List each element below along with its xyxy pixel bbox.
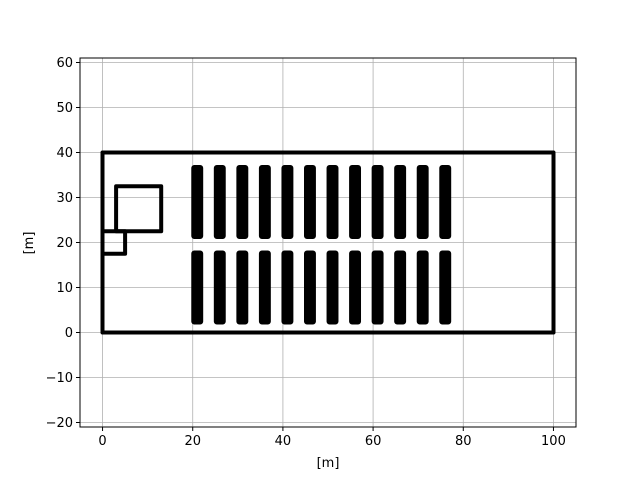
y-tick-label: 40 [56,146,73,161]
y-tick-label: 0 [65,326,73,341]
y-tick-label: −10 [46,371,73,386]
obstacle-block [439,250,452,325]
obstacle-block [394,165,407,239]
obstacle-block [439,165,452,239]
x-tick-label: 20 [184,434,201,449]
obstacle-block [371,165,384,239]
y-axis-label: [m] [22,232,37,255]
x-tick-label: 80 [455,434,472,449]
obstacle-block [281,165,294,239]
obstacle-block [281,250,294,325]
x-tick-label: 60 [365,434,382,449]
obstacle-block [191,250,204,325]
obstacle-block [349,165,362,239]
y-tick-label: 50 [56,101,73,116]
obstacle-block [213,250,226,325]
ticks: 0 20 40 60 80 100 −20 −10 0 10 20 30 40 50 60 [46,56,566,449]
obstacle-block [236,250,249,325]
obstacle-block [416,165,429,239]
y-tick-label: 10 [56,281,73,296]
obstacle-block [304,250,316,325]
x-tick-label: 0 [98,434,106,449]
obstacle-block [349,250,362,325]
y-tick-label: −20 [46,416,73,431]
y-tick-label: 20 [56,236,73,251]
y-tick-label: 60 [56,56,73,71]
x-tick-label: 100 [541,434,566,449]
series-line-boundary-outline [100,150,556,335]
obstacle-block [371,250,384,325]
series-line-room-outline [114,184,164,234]
obstacle-block [191,165,204,239]
obstacle-block [416,250,429,325]
x-axis-label: [m] [317,456,340,471]
obstacle-block [236,165,249,239]
plot-data [100,150,556,335]
x-tick-label: 40 [275,434,292,449]
obstacle-block [304,165,316,239]
obstacle-block [394,250,407,325]
y-tick-label: 30 [56,191,73,206]
obstacle-block [258,165,271,239]
obstacle-block [326,165,339,239]
grid [80,58,576,427]
obstacle-block [213,165,226,239]
obstacle-block [258,250,271,325]
series-line-entrance-outline [100,229,128,256]
obstacle-block [326,250,339,325]
